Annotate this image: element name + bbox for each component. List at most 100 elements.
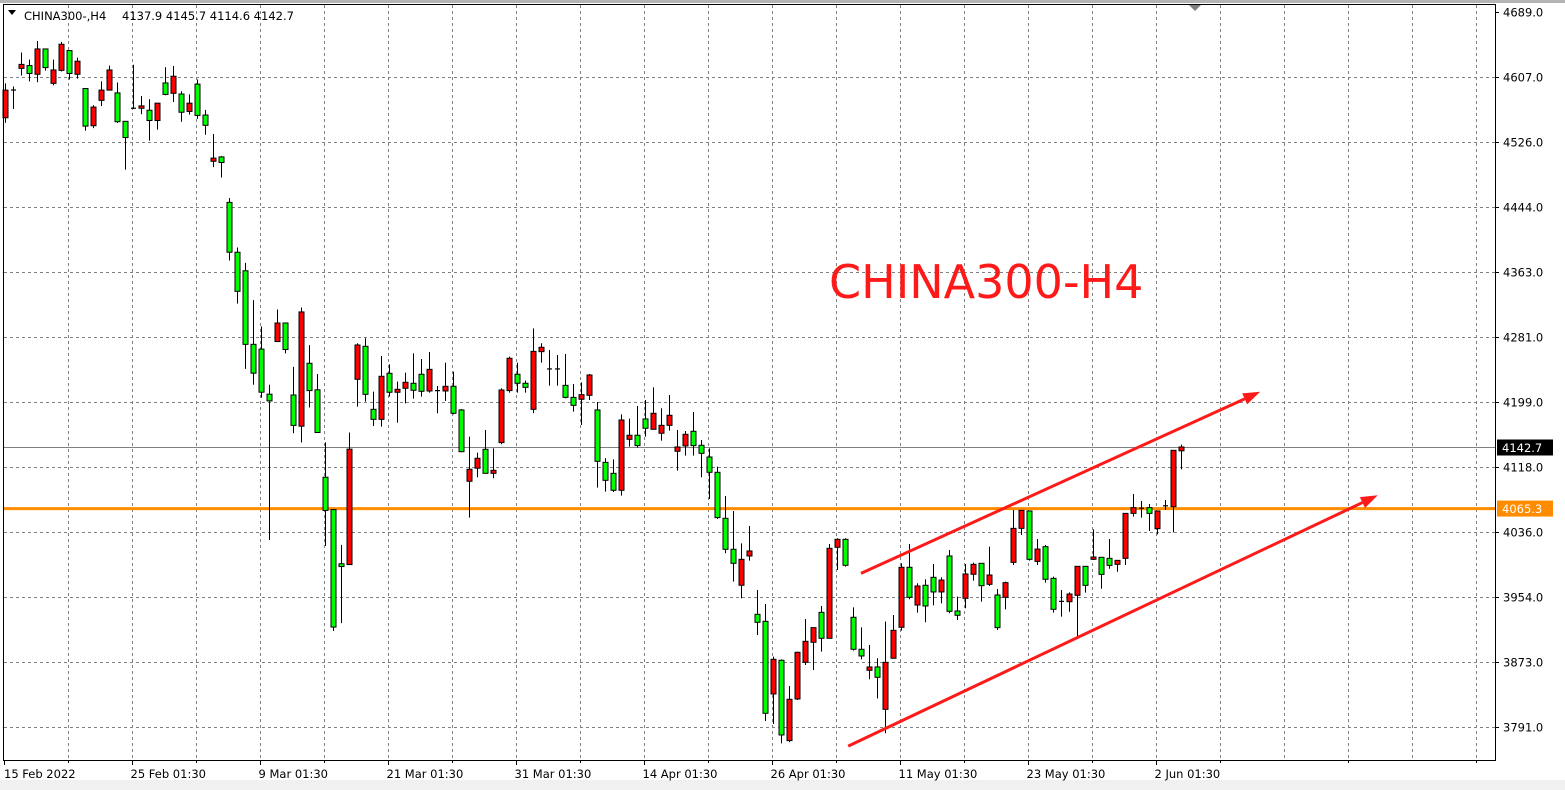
candle bbox=[386, 364, 393, 397]
candle-body-down bbox=[514, 373, 521, 384]
price-levels: 4142.7 4065.3 bbox=[4, 439, 1553, 517]
candle-body-down bbox=[1042, 546, 1049, 580]
candle-body-up bbox=[474, 457, 481, 469]
candle-body-down bbox=[562, 384, 569, 398]
candle bbox=[898, 563, 905, 631]
candle-body-up bbox=[498, 389, 505, 444]
candle-body-up bbox=[890, 629, 897, 659]
candle bbox=[530, 328, 537, 414]
candle bbox=[66, 50, 73, 80]
candle bbox=[202, 109, 209, 135]
candle-body-down bbox=[762, 620, 769, 714]
candle-body-down bbox=[594, 409, 601, 462]
arrow-head-icon bbox=[1242, 391, 1261, 405]
candle-body-down bbox=[858, 648, 865, 657]
candle bbox=[674, 430, 681, 471]
candle bbox=[42, 48, 49, 71]
candle bbox=[146, 99, 153, 141]
candle-body-down bbox=[338, 563, 345, 568]
candle bbox=[330, 509, 337, 632]
candle bbox=[802, 618, 809, 665]
candle-body-up bbox=[154, 102, 161, 122]
candle bbox=[626, 418, 633, 447]
candle bbox=[547, 349, 552, 386]
drawn-objects[interactable]: CHINA300-H4 bbox=[829, 255, 1378, 748]
trend-arrow[interactable] bbox=[860, 391, 1261, 575]
candle-body-up bbox=[986, 574, 993, 585]
candle bbox=[690, 411, 697, 456]
candle bbox=[322, 442, 329, 547]
candle bbox=[282, 322, 289, 354]
candle bbox=[682, 430, 689, 456]
chart-shift-marker-icon[interactable] bbox=[1189, 5, 1201, 11]
candle-body-up bbox=[882, 661, 889, 710]
candle bbox=[826, 543, 833, 639]
candle bbox=[314, 373, 321, 433]
candle-body-up bbox=[138, 105, 145, 109]
candle-body-down bbox=[818, 611, 825, 639]
ohlc-label: 4137.9 4145.7 4114.6 4142.7 bbox=[122, 9, 294, 23]
candle-body-up bbox=[770, 658, 777, 695]
candle bbox=[1010, 510, 1017, 565]
candle bbox=[298, 307, 305, 443]
candle-body-down bbox=[26, 65, 33, 74]
candle bbox=[346, 432, 353, 566]
time-tick-label: 11 May 01:30 bbox=[899, 767, 978, 781]
candle bbox=[122, 120, 129, 170]
trend-arrow[interactable] bbox=[847, 495, 1378, 748]
candle-body-up bbox=[970, 563, 977, 575]
candle bbox=[618, 414, 625, 496]
candle-body-down bbox=[842, 538, 849, 566]
candle bbox=[50, 59, 57, 86]
trend-line[interactable] bbox=[847, 501, 1364, 748]
candle-body-up bbox=[1066, 593, 1073, 603]
candle-body-down bbox=[266, 393, 273, 402]
candle-body-down bbox=[1050, 577, 1057, 610]
price-tick-label: 4689.0 bbox=[1503, 6, 1543, 20]
candle-body-down bbox=[698, 444, 705, 454]
candle-body-up bbox=[186, 102, 193, 112]
candles bbox=[2, 41, 1185, 744]
candle bbox=[370, 391, 377, 426]
candle-body-down bbox=[1146, 507, 1153, 514]
candle bbox=[186, 94, 193, 115]
candle bbox=[666, 394, 673, 431]
candle bbox=[914, 583, 921, 613]
candle bbox=[938, 577, 945, 604]
candle-body-up bbox=[962, 573, 969, 599]
current-price-badge bbox=[1497, 439, 1553, 456]
candle bbox=[578, 382, 585, 425]
trend-line[interactable] bbox=[860, 397, 1246, 575]
candle-body-down bbox=[194, 83, 201, 116]
annotation-text[interactable]: CHINA300-H4 bbox=[829, 255, 1143, 309]
candle bbox=[338, 544, 345, 624]
candle-body-up bbox=[1178, 446, 1185, 452]
candle-body-up bbox=[586, 374, 593, 396]
candle-body-down bbox=[450, 385, 457, 414]
candle bbox=[498, 388, 505, 445]
candle bbox=[82, 88, 89, 131]
candle-body-down bbox=[282, 322, 289, 351]
candle bbox=[354, 343, 361, 407]
price-axis[interactable]: 4689.0 4607.0 4526.0 4444.0 4363.0 4281.0 4199… bbox=[1495, 6, 1543, 735]
candle bbox=[762, 603, 769, 721]
candle-body-down bbox=[570, 396, 577, 406]
candle bbox=[994, 589, 1001, 630]
candle bbox=[906, 543, 913, 600]
window-top-border bbox=[0, 0, 1565, 3]
candle bbox=[834, 538, 841, 570]
candle-body-down bbox=[306, 362, 313, 392]
triangle-down-icon[interactable] bbox=[8, 10, 16, 15]
candle-body-up bbox=[538, 346, 545, 353]
candle-body-down bbox=[482, 448, 489, 474]
candle bbox=[610, 459, 617, 492]
candle bbox=[978, 562, 985, 602]
time-axis[interactable]: 15 Feb 2022 25 Feb 01:30 9 Mar 01:30 21 Mar… bbox=[4, 760, 1477, 781]
candle-body-up bbox=[786, 698, 793, 742]
candle bbox=[1026, 510, 1033, 561]
candle bbox=[570, 383, 577, 412]
candle bbox=[658, 408, 665, 441]
candle-body-up bbox=[650, 412, 657, 430]
candle bbox=[954, 596, 961, 620]
